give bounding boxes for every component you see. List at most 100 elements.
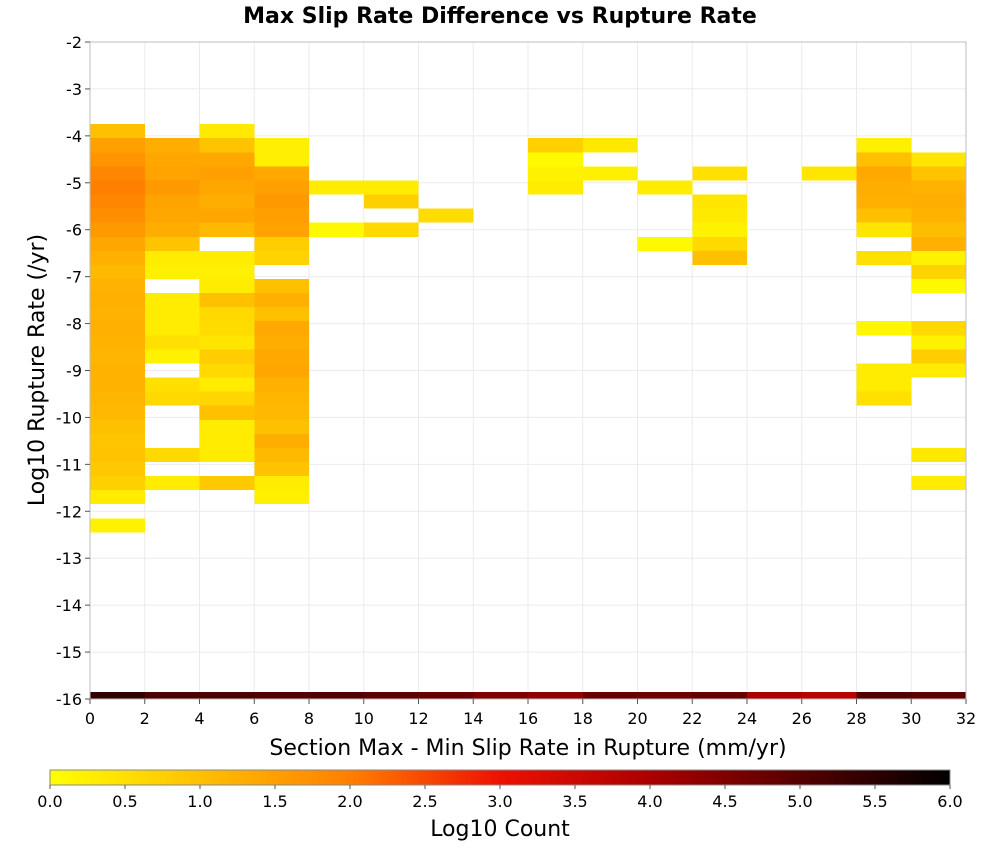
heatmap-cell (254, 293, 309, 308)
heatmap-cell (911, 321, 966, 336)
heatmap-cell (856, 152, 912, 167)
heatmap-cell (418, 691, 474, 699)
heatmap-cell (582, 138, 638, 153)
heatmap-cell (254, 490, 309, 505)
heatmap-cell (692, 194, 747, 209)
heatmap-cell (911, 166, 966, 181)
heatmap-cell (144, 208, 200, 223)
heatmap-cell (856, 321, 912, 336)
heatmap-cell (254, 391, 309, 406)
colorbar-tick-label: 5.5 (862, 792, 887, 811)
x-tick-label: 16 (518, 709, 538, 728)
heatmap-cell (254, 236, 309, 251)
heatmap-cell (90, 476, 145, 491)
x-tick-label: 0 (85, 709, 95, 728)
y-tick-label: -15 (56, 643, 82, 662)
colorbar (49, 769, 951, 786)
heatmap-cell (418, 208, 474, 223)
heatmap-cell (90, 307, 145, 322)
y-tick-label: -12 (56, 502, 82, 521)
heatmap-cell (90, 166, 145, 181)
y-tick-label: -3 (66, 80, 82, 99)
y-tick-label: -16 (56, 690, 82, 709)
heatmap-cell (199, 476, 255, 491)
y-tick-label: -9 (66, 362, 82, 381)
heatmap-cell (692, 166, 747, 181)
colorbar-tick-label: 2.0 (337, 792, 362, 811)
heatmap-cell (254, 419, 309, 434)
heatmap-cell (199, 363, 255, 378)
heatmap-cell (254, 462, 309, 477)
heatmap-cell (911, 476, 966, 491)
y-tick-label: -7 (66, 268, 82, 287)
heatmap-cell (144, 349, 200, 364)
heatmap-cell (254, 250, 309, 265)
heatmap-cell (856, 166, 912, 181)
heatmap-cells (90, 124, 966, 699)
heatmap-cell (90, 138, 145, 153)
heatmap-cell (911, 152, 966, 167)
heatmap-cell (309, 180, 364, 195)
heatmap-cell (90, 391, 145, 406)
heatmap-cell (254, 208, 309, 223)
x-tick-label: 28 (846, 709, 866, 728)
chart-title: Max Slip Rate Difference vs Rupture Rate (243, 4, 757, 29)
heatmap-cell (199, 208, 255, 223)
x-axis-label: Section Max - Min Slip Rate in Rupture (… (269, 736, 786, 761)
x-tick-label: 8 (304, 709, 314, 728)
heatmap-cell (254, 180, 309, 195)
x-axis-ticks: 0 2 4 6 8 10 12 14 16 18 20 22 24 26 28 30 32 (85, 699, 976, 728)
heatmap-cell (254, 476, 309, 491)
y-axis-label: Log10 Rupture Rate (/yr) (25, 234, 50, 506)
heatmap-cell (254, 307, 309, 322)
heatmap-cell (199, 152, 255, 167)
heatmap-cell (254, 194, 309, 209)
heatmap-cell (90, 490, 145, 505)
heatmap-cell (692, 691, 747, 699)
heatmap-cell (309, 691, 364, 699)
heatmap-cell (90, 278, 145, 294)
heatmap-cell (90, 124, 145, 139)
x-tick-label: 22 (682, 709, 702, 728)
heatmap-cell (692, 208, 747, 223)
y-tick-label: -13 (56, 549, 82, 568)
heatmap-cell (363, 180, 419, 195)
y-tick-label: -2 (66, 33, 82, 52)
heatmap-cell (254, 222, 309, 237)
colorbar-tick-label: 2.5 (412, 792, 437, 811)
heatmap-cell (254, 377, 309, 392)
heatmap-cell (747, 691, 802, 699)
heatmap-cell (144, 236, 200, 251)
heatmap-cell (911, 222, 966, 237)
heatmap-cell (144, 222, 200, 237)
heatmap-cell (254, 691, 309, 699)
heatmap-cell (528, 138, 583, 153)
heatmap-cell (199, 166, 255, 181)
x-tick-label: 32 (956, 709, 976, 728)
colorbar-tick-label: 4.5 (712, 792, 737, 811)
heatmap-cell (144, 293, 200, 308)
colorbar-tick-label: 3.5 (562, 792, 587, 811)
y-axis-ticks: -2 -3 -4 -5 -6 -7 -8 -9 -10 -11 -12 -13 -14 -15 -16 (56, 33, 90, 709)
heatmap-cell (199, 180, 255, 195)
heatmap-cell (90, 349, 145, 364)
heatmap-cell (856, 208, 912, 223)
heatmap-cell (637, 236, 693, 251)
heatmap-cell (90, 447, 145, 463)
heatmap-cell (199, 250, 255, 265)
heatmap-cell (144, 476, 200, 491)
heatmap-cell (90, 180, 145, 195)
colorbar-tick-label: 4.0 (637, 792, 662, 811)
heatmap-cell (363, 691, 419, 699)
y-tick-label: -6 (66, 221, 82, 240)
heatmap-cell (692, 236, 747, 251)
heatmap-cell (528, 691, 583, 699)
heatmap-cell (90, 518, 145, 533)
heatmap-cell (199, 691, 255, 699)
heatmap-cell (363, 222, 419, 237)
x-tick-label: 6 (249, 709, 259, 728)
x-tick-label: 14 (463, 709, 483, 728)
x-tick-label: 10 (354, 709, 374, 728)
heatmap-cell (199, 391, 255, 406)
x-tick-label: 2 (140, 709, 150, 728)
